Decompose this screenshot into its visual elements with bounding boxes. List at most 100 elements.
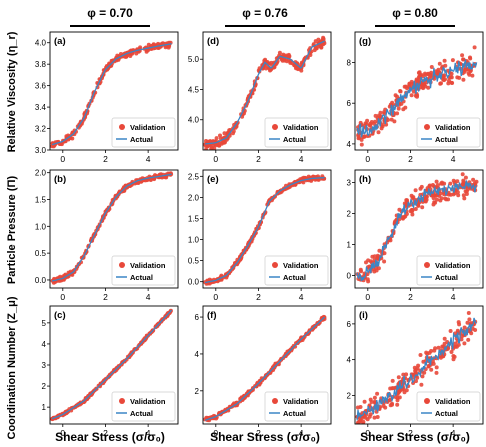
column-label-080: φ = 0.80 — [392, 6, 438, 20]
validation-point — [463, 67, 468, 72]
validation-point — [443, 63, 448, 68]
validation-point — [449, 75, 454, 80]
validation-point — [382, 110, 387, 115]
y-tick-label: 3.4 — [35, 103, 47, 112]
axes-frame — [354, 169, 484, 289]
legend-validation-label: Validation — [435, 123, 471, 132]
validation-point — [457, 75, 462, 80]
axes-frame — [49, 31, 179, 151]
validation-point — [422, 370, 427, 375]
x-tick-label: 4 — [451, 292, 456, 302]
validation-point — [462, 196, 467, 201]
validation-point — [378, 110, 383, 115]
legend-validation-marker — [272, 398, 278, 404]
validation-point — [432, 348, 437, 353]
validation-point — [410, 212, 415, 217]
legend-actual-label: Actual — [283, 409, 306, 418]
validation-point — [111, 58, 116, 63]
validation-point — [401, 107, 406, 112]
panel-g: 0 2 4 4 6 8 (g) Validation Actual — [347, 31, 484, 164]
legend-actual-label: Actual — [283, 273, 306, 282]
validation-point — [465, 320, 470, 325]
y-tick-label: 0 — [347, 272, 352, 281]
validation-point — [146, 42, 151, 47]
validation-point — [438, 191, 443, 196]
validation-point — [216, 143, 221, 148]
plot-area — [356, 45, 478, 147]
validation-point — [450, 81, 455, 85]
panel-letter: (e) — [207, 174, 219, 185]
validation-point — [473, 328, 478, 332]
x-tick-label: 2 — [408, 428, 413, 438]
validation-point — [321, 42, 326, 47]
validation-point — [404, 198, 409, 203]
validation-point — [462, 341, 467, 346]
y-tick-label: 1 — [347, 241, 352, 250]
validation-point — [453, 344, 458, 349]
panel-letter: (f) — [207, 310, 217, 321]
plot-area — [50, 40, 173, 149]
validation-point — [449, 71, 454, 76]
validation-point — [358, 267, 363, 272]
x-tick-label: 4 — [146, 154, 151, 164]
plot-area — [203, 35, 327, 150]
x-axis-label-3: Shear Stress (σ/σ₀) — [360, 430, 470, 444]
y-tick-label: 1.0 — [188, 236, 200, 245]
validation-point — [435, 183, 440, 188]
validation-point — [316, 37, 321, 42]
y-tick-label: 6 — [195, 313, 200, 322]
y-tick-label: 5 — [42, 319, 47, 328]
legend-box — [416, 255, 481, 286]
y-tick-label: 8 — [347, 59, 352, 68]
y-tick-label: 3.8 — [35, 60, 47, 69]
legend-validation-marker — [424, 262, 430, 268]
validation-point — [461, 182, 466, 187]
y-tick-label: 4.5 — [188, 85, 200, 94]
y-tick-label: 3 — [42, 361, 47, 370]
validation-point — [439, 181, 444, 186]
y-tick-label: 2.0 — [188, 193, 200, 202]
y-tick-label: 1.5 — [35, 196, 47, 205]
validation-point — [414, 379, 418, 384]
validation-point — [437, 61, 442, 66]
legend-box — [264, 255, 329, 286]
validation-point — [361, 419, 366, 424]
validation-point — [460, 172, 465, 177]
x-tick-label: 0 — [213, 428, 218, 438]
validation-point — [376, 130, 381, 135]
panel-e: 0 2 4 0.0 0.5 1.0 1.5 2.0 2.5 (e) Validation Actual — [188, 169, 332, 302]
plot-area — [203, 174, 327, 286]
panel-c: 0 2 4 1 2 3 4 5 (c) Validation Actual — [42, 305, 179, 438]
validation-point — [434, 179, 439, 184]
y-tick-label: 1 — [42, 403, 47, 412]
validation-point — [420, 205, 425, 210]
panel-a: 0 2 4 3.0 3.2 3.4 3.6 3.8 4.0 (a) Validation Actual — [35, 31, 179, 164]
y-tick-label: 1.5 — [188, 214, 200, 223]
plot-area — [50, 171, 174, 285]
x-tick-label: 4 — [451, 154, 456, 164]
validation-point — [415, 366, 420, 371]
validation-point — [468, 55, 472, 60]
validation-point — [413, 207, 418, 211]
legend-validation-label: Validation — [283, 397, 319, 406]
legend-actual-label: Actual — [130, 409, 153, 418]
x-tick-label: 4 — [299, 428, 304, 438]
validation-point — [434, 370, 439, 375]
validation-point — [443, 77, 447, 82]
legend-validation-label: Validation — [130, 123, 166, 132]
validation-point — [264, 66, 269, 71]
validation-point — [358, 405, 363, 409]
y-tick-label: 2 — [347, 391, 352, 400]
validation-point — [398, 89, 403, 93]
legend-validation-label: Validation — [130, 397, 166, 406]
validation-point — [435, 197, 439, 202]
x-tick-label: 0 — [365, 428, 370, 438]
column-label-070: φ = 0.70 — [87, 6, 133, 20]
validation-point — [372, 399, 377, 404]
validation-point — [423, 73, 428, 77]
validation-point — [450, 58, 455, 63]
panel-d: 0 2 4 4.0 4.5 5.0 (d) Validation Actual — [188, 31, 332, 164]
validation-point — [456, 193, 461, 198]
x-tick-label: 4 — [451, 428, 456, 438]
row-label-viscosity: Relative Viscosity (η_r) — [6, 31, 18, 152]
